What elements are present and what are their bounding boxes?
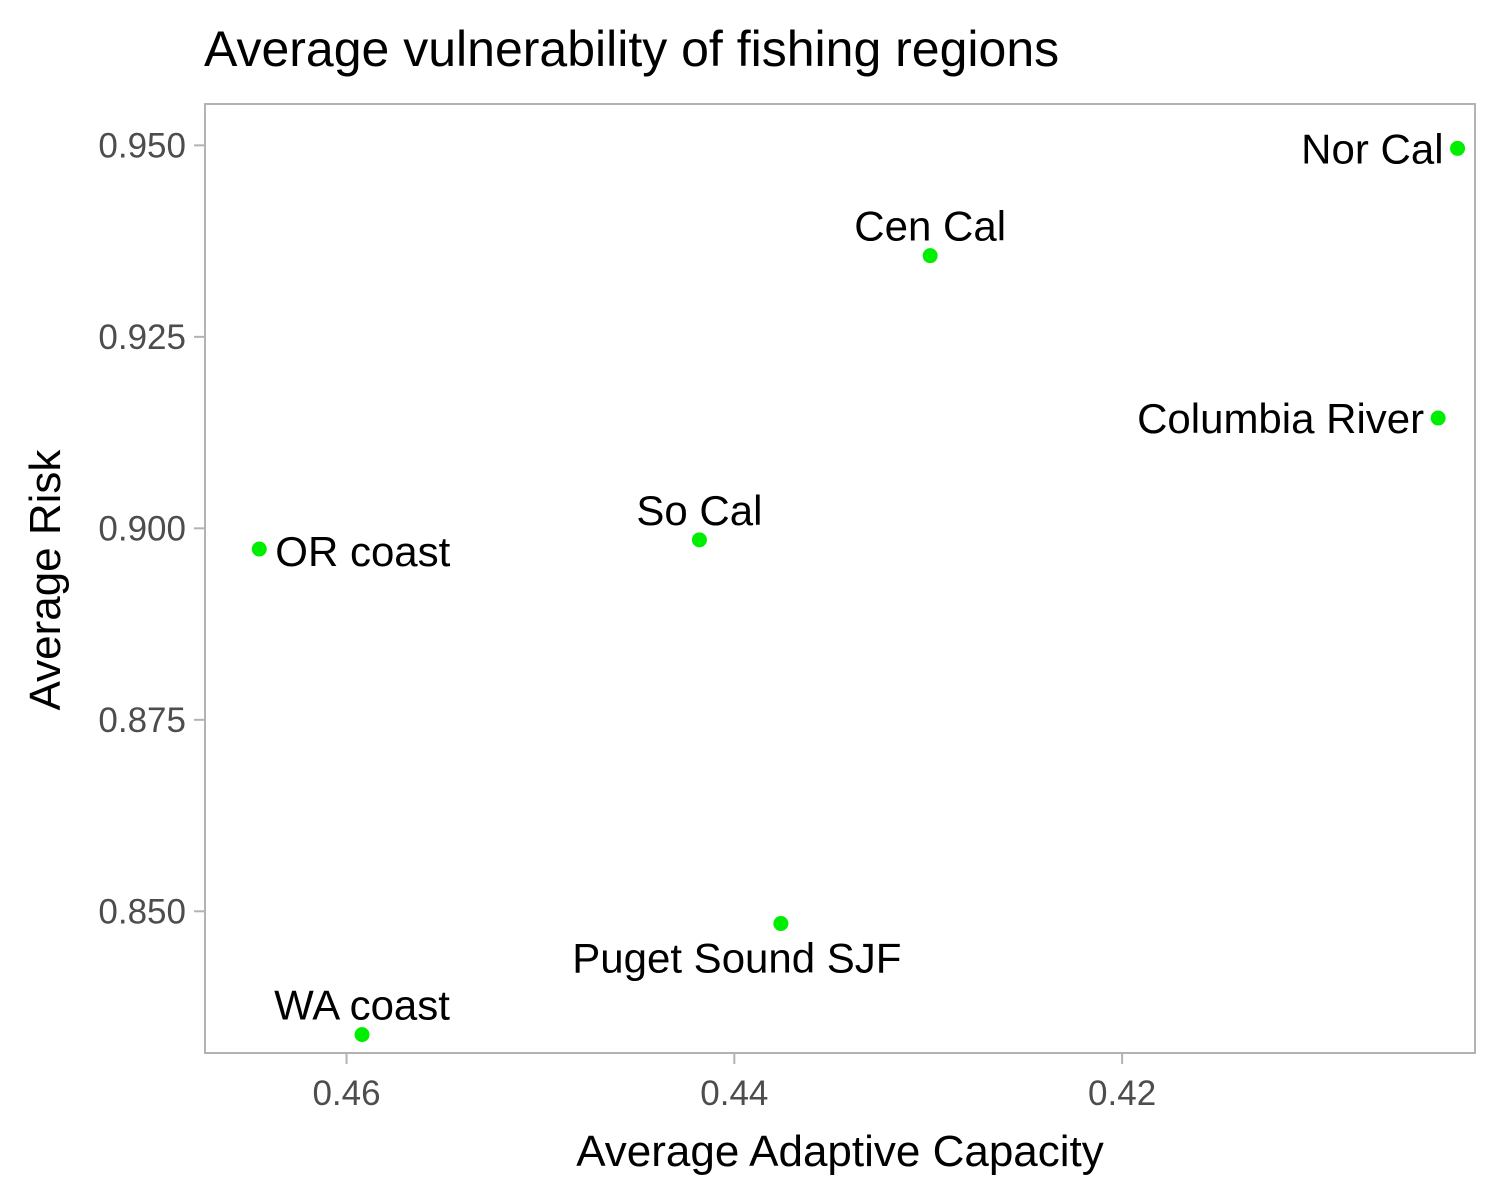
point-label: So Cal: [636, 487, 762, 534]
data-points: [251, 140, 1466, 1043]
data-point: [1450, 140, 1466, 156]
data-point: [691, 532, 707, 548]
point-label: Puget Sound SJF: [572, 935, 901, 982]
x-axis-ticks: 0.46 0.44 0.42: [312, 1053, 1156, 1113]
point-label: WA coast: [274, 982, 450, 1029]
y-axis-title: Average Risk: [21, 449, 70, 711]
point-label: Nor Cal: [1301, 125, 1443, 172]
x-tick-label: 0.46: [312, 1074, 380, 1113]
plot-panel: [204, 103, 1476, 1054]
y-tick-label: 0.950: [98, 126, 186, 165]
point-label: Columbia River: [1137, 395, 1424, 442]
point-label: OR coast: [275, 528, 450, 575]
x-axis-title: Average Adaptive Capacity: [576, 1127, 1104, 1176]
y-tick-label: 0.850: [98, 892, 186, 931]
y-axis-ticks: 0.850 0.875 0.900 0.925 0.950: [98, 126, 205, 931]
point-labels: Nor Cal Cen Cal Columbia River So Cal OR coa…: [274, 125, 1443, 1028]
data-point: [922, 248, 938, 264]
x-tick-label: 0.44: [700, 1074, 768, 1113]
data-point: [1430, 410, 1446, 426]
y-tick-label: 0.900: [98, 509, 186, 548]
y-tick-label: 0.875: [98, 701, 186, 740]
data-point: [773, 916, 789, 932]
data-point: [251, 541, 267, 557]
y-tick-label: 0.925: [98, 318, 186, 357]
chart-title: Average vulnerability of fishing regions: [204, 21, 1059, 77]
x-tick-label: 0.42: [1088, 1074, 1156, 1113]
point-label: Cen Cal: [854, 203, 1006, 250]
data-point: [354, 1027, 370, 1043]
